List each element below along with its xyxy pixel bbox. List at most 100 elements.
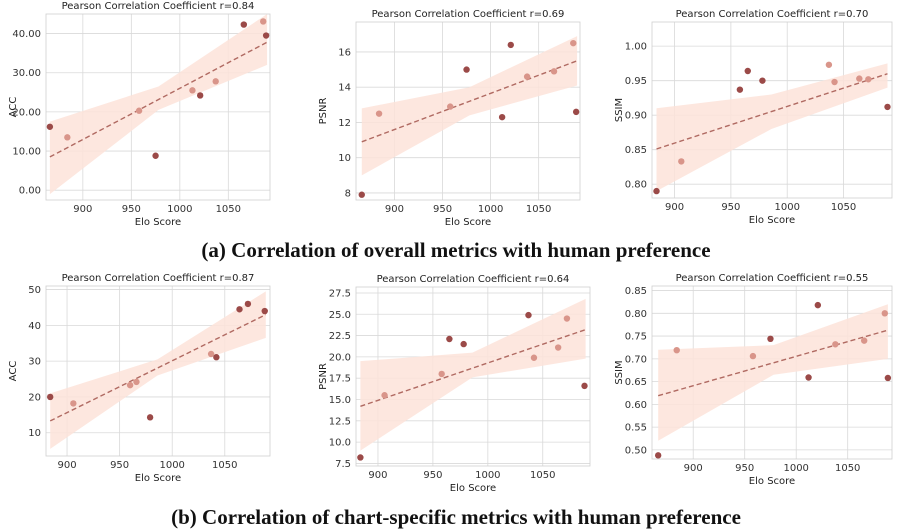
y-tick-label: 14 bbox=[338, 83, 351, 94]
data-point bbox=[244, 300, 252, 308]
plot-frame bbox=[45, 13, 271, 201]
data-point bbox=[196, 92, 204, 99]
y-axis-label: ACC bbox=[8, 361, 19, 382]
y-tick-label: 27.5 bbox=[329, 288, 351, 299]
confidence-band bbox=[49, 14, 268, 195]
chart-panel-3: 900 950 1000 1050 0.80 0.85 0.90 0.95 1.00 Pearso… bbox=[614, 9, 893, 226]
confidence-band bbox=[658, 304, 888, 441]
y-tick-label: 12 bbox=[338, 118, 351, 129]
x-axis-label: Elo Score bbox=[450, 483, 496, 494]
y-tick-label: 0.65 bbox=[625, 377, 647, 388]
data-point bbox=[825, 61, 833, 68]
caption-b: (b) Correlation of chart-specific metric… bbox=[171, 505, 741, 529]
x-axis-label: Elo Score bbox=[749, 215, 795, 226]
data-point bbox=[749, 352, 757, 360]
chart-panel-4: 900 950 1000 1050 10 20 30 40 50 Pearson Correlat… bbox=[8, 273, 271, 484]
data-point bbox=[146, 414, 154, 421]
data-point bbox=[438, 370, 445, 378]
x-tick-label: 900 bbox=[684, 463, 703, 474]
data-point bbox=[832, 341, 839, 348]
data-point bbox=[525, 311, 532, 319]
caption-a: (a) Correlation of overall metrics with … bbox=[201, 238, 710, 262]
y-tick-label: 10.00 bbox=[12, 147, 41, 158]
data-point bbox=[189, 87, 196, 94]
data-point bbox=[498, 113, 506, 121]
data-point bbox=[375, 110, 383, 117]
y-tick-label: 0.75 bbox=[625, 332, 647, 343]
data-point bbox=[814, 301, 822, 309]
data-point bbox=[554, 344, 562, 351]
y-tick-label: 50 bbox=[28, 285, 41, 296]
y-tick-label: 20.00 bbox=[12, 107, 41, 118]
y-tick-label: 20.0 bbox=[329, 352, 351, 363]
y-tick-label: 1.00 bbox=[625, 42, 647, 53]
data-point bbox=[357, 454, 364, 461]
confidence-band bbox=[50, 291, 266, 449]
data-point bbox=[884, 103, 891, 111]
x-tick-label: 900 bbox=[368, 470, 387, 481]
chart-title: Pearson Correlation Coefficient r=0.55 bbox=[676, 273, 869, 284]
y-tick-label: 8 bbox=[345, 188, 351, 199]
data-point bbox=[240, 21, 248, 28]
y-tick-label: 16 bbox=[338, 47, 351, 58]
y-axis-label: ACC bbox=[8, 97, 19, 118]
x-axis-label: Elo Score bbox=[135, 473, 181, 484]
data-point bbox=[381, 392, 388, 399]
data-point bbox=[767, 335, 774, 343]
x-tick-label: 1000 bbox=[783, 463, 808, 474]
y-tick-label: 0.95 bbox=[625, 76, 647, 87]
data-point bbox=[523, 73, 531, 80]
data-point bbox=[736, 86, 744, 93]
y-tick-label: 0.85 bbox=[625, 145, 647, 156]
y-axis-label: SSIM bbox=[614, 98, 625, 122]
plot-frame bbox=[651, 285, 893, 460]
y-axis-label: PSNR bbox=[318, 98, 329, 125]
y-tick-label: 40.00 bbox=[12, 29, 41, 40]
regression-line bbox=[656, 73, 888, 150]
y-tick-label: 30 bbox=[28, 357, 41, 368]
data-point bbox=[358, 191, 365, 198]
data-point bbox=[563, 315, 571, 322]
y-tick-label: 0.80 bbox=[625, 180, 647, 191]
plot-frame bbox=[355, 21, 581, 201]
y-tick-label: 0.55 bbox=[625, 423, 647, 434]
data-point bbox=[678, 158, 685, 165]
data-point bbox=[260, 18, 267, 25]
plot-frame bbox=[45, 285, 271, 457]
y-tick-label: 30.00 bbox=[12, 68, 41, 79]
y-axis-label: PSNR bbox=[318, 363, 329, 390]
x-tick-label: 950 bbox=[122, 204, 141, 215]
data-point bbox=[856, 75, 863, 82]
data-point bbox=[447, 103, 454, 110]
data-point bbox=[236, 306, 243, 313]
x-tick-label: 1000 bbox=[478, 204, 503, 215]
data-point bbox=[507, 41, 514, 49]
x-tick-label: 900 bbox=[73, 204, 92, 215]
x-tick-label: 900 bbox=[665, 202, 684, 213]
chart-title: Pearson Correlation Coefficient r=0.70 bbox=[676, 9, 869, 20]
data-point bbox=[207, 350, 215, 358]
data-point bbox=[64, 134, 71, 141]
x-tick-label: 1000 bbox=[159, 460, 184, 471]
chart-panel-5: 900 950 1000 1050 7.5 10.0 12.5 15.0 17.5 20.0 22.… bbox=[318, 274, 591, 494]
y-tick-label: 0.85 bbox=[625, 286, 647, 297]
x-tick-label: 1050 bbox=[831, 202, 856, 213]
y-tick-label: 17.5 bbox=[329, 374, 351, 385]
x-tick-label: 1050 bbox=[835, 463, 860, 474]
y-tick-label: 15.0 bbox=[329, 395, 351, 406]
data-point bbox=[881, 310, 888, 317]
x-tick-label: 1050 bbox=[530, 470, 555, 481]
plot-frame bbox=[355, 286, 591, 467]
data-point bbox=[805, 374, 812, 381]
data-point bbox=[262, 32, 270, 39]
x-tick-label: 1000 bbox=[475, 470, 500, 481]
x-tick-label: 1050 bbox=[216, 204, 241, 215]
x-tick-label: 1000 bbox=[167, 204, 192, 215]
data-point bbox=[213, 354, 220, 361]
confidence-band bbox=[361, 36, 578, 176]
y-tick-label: 10 bbox=[338, 153, 351, 164]
x-tick-label: 1000 bbox=[774, 202, 799, 213]
x-axis-label: Elo Score bbox=[749, 476, 795, 487]
y-tick-label: 0.80 bbox=[625, 309, 647, 320]
